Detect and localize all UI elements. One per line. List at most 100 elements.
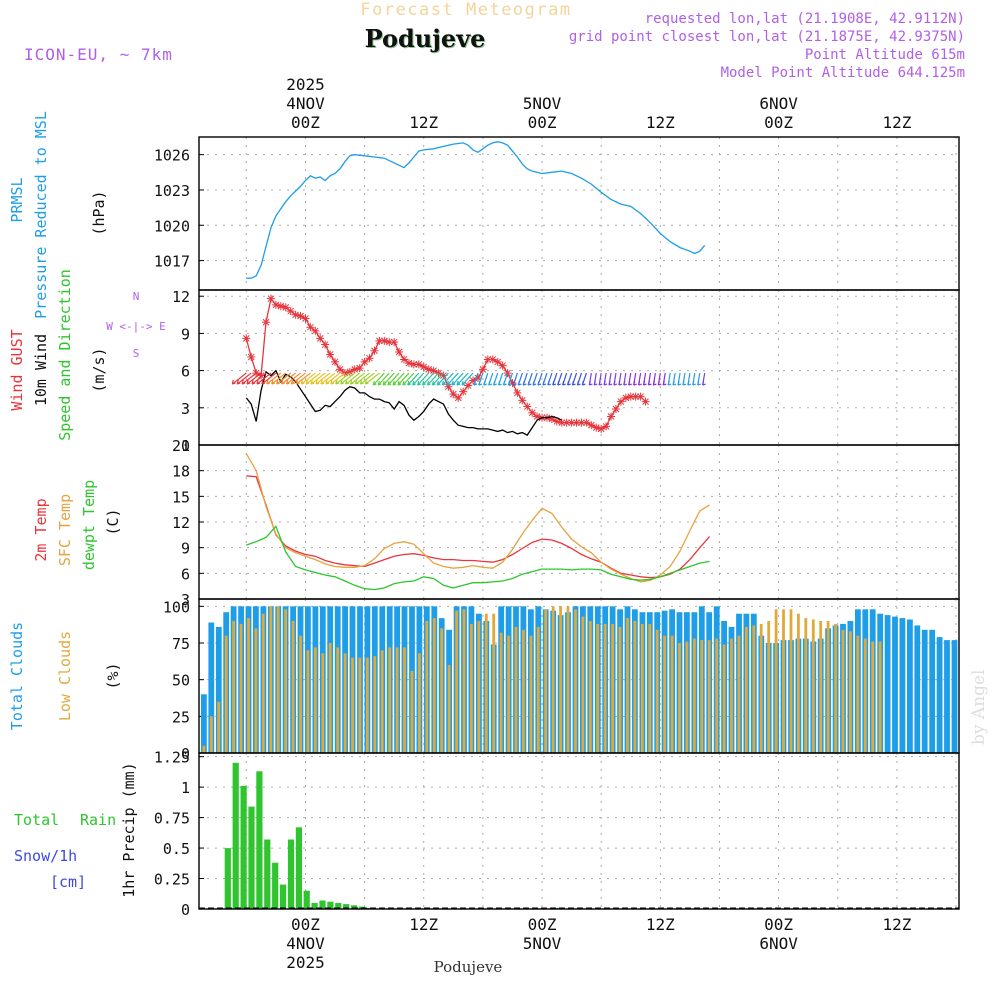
bar-low-clouds <box>871 641 875 753</box>
wind-arrow-head <box>350 379 354 385</box>
gust-marker <box>400 355 409 364</box>
bar-low-clouds <box>492 613 496 753</box>
gust-marker <box>370 346 379 355</box>
bar-low-clouds <box>209 716 213 753</box>
wind-direction-arrow <box>350 372 365 385</box>
pressure-panel: 1017 1020 1023 1026 <box>154 136 960 291</box>
wind-direction-arrow <box>276 372 292 385</box>
gust-marker <box>483 355 492 364</box>
bar-total-rain <box>303 890 310 909</box>
clouds-panel: 0 25 50 75 100 <box>163 598 960 763</box>
y-tick-label: 25 <box>172 708 190 726</box>
panels: 1017102010231026036912369121518210255075… <box>8 111 960 919</box>
gust-marker <box>621 393 630 402</box>
gust-marker <box>626 392 635 401</box>
y-tick-label: 0.5 <box>163 840 190 858</box>
bar-low-clouds <box>633 621 637 753</box>
bar-total-rain <box>295 827 302 909</box>
chart-title: Podujeve <box>365 24 486 53</box>
wind-arrow-head <box>677 380 682 386</box>
wind-direction-arrow <box>461 372 474 386</box>
gust-marker <box>533 412 542 421</box>
y-tick-label: 1017 <box>154 253 190 271</box>
bar-low-clouds <box>410 670 414 753</box>
gust-marker <box>326 350 335 359</box>
bar-low-clouds <box>752 625 756 753</box>
temp-2m-label: 2m Temp <box>32 498 50 561</box>
gust-marker <box>301 314 310 323</box>
wind-arrow-head <box>340 379 344 385</box>
wind-arrow-head <box>256 379 261 385</box>
wind-direction-arrow <box>291 372 306 385</box>
bar-low-clouds <box>358 657 362 753</box>
wind-direction-arrow <box>266 372 282 385</box>
gust-marker <box>616 397 625 406</box>
wind-arrow-head <box>397 380 402 386</box>
gust-marker <box>331 357 340 366</box>
wind-direction-arrow <box>281 372 296 385</box>
bar-low-clouds <box>373 656 377 753</box>
series-line-dewpt-temp <box>246 525 710 591</box>
gust-marker <box>365 354 374 363</box>
y-tick-label: 1020 <box>154 217 190 235</box>
wind-arrow-head <box>441 380 446 386</box>
gust-marker <box>469 376 478 385</box>
bar-low-clouds <box>782 609 785 753</box>
bar-total-rain <box>256 771 263 909</box>
snow-label: Snow/1h <box>14 847 77 865</box>
y-tick-label: 1.25 <box>154 749 190 767</box>
bar-total-clouds <box>921 629 928 753</box>
bottom-time-label: 6NOV <box>759 934 798 953</box>
gust-marker <box>577 418 586 427</box>
direction-label: Speed and Direction <box>56 269 74 441</box>
bar-low-clouds <box>418 653 421 753</box>
wind-direction-arrow <box>417 372 430 386</box>
gust-marker <box>306 323 315 332</box>
top-time-label: 00Z <box>764 113 793 132</box>
bar-low-clouds <box>603 623 607 753</box>
wind-arrow-head <box>241 379 246 385</box>
gust-marker <box>557 418 566 427</box>
bar-total-rain <box>287 839 295 909</box>
wind-direction-arrow <box>251 372 267 385</box>
bar-low-clouds <box>611 623 614 753</box>
wind-direction-arrow <box>330 372 346 385</box>
y-tick-label: 1 <box>181 779 190 797</box>
bar-low-clouds <box>484 613 488 753</box>
wind-arrow-head <box>295 379 300 385</box>
wind-arrow-head <box>417 380 421 386</box>
bar-low-clouds <box>254 628 258 753</box>
bar-low-clouds <box>470 623 473 753</box>
wind-arrow-head <box>517 380 522 386</box>
bar-low-clouds <box>849 631 852 753</box>
y-tick-label: 3 <box>181 591 190 609</box>
requested-coords: requested lon,lat (21.1908E, 42.9112N) <box>645 11 965 27</box>
y-tick-label: 3 <box>181 400 190 418</box>
bar-total-rain <box>272 862 279 909</box>
top-time-label: 2025 <box>286 75 325 94</box>
bar-low-clouds <box>834 623 837 753</box>
wind-arrow-head <box>588 380 593 386</box>
bar-low-clouds <box>596 623 600 753</box>
wind-direction-arrow <box>377 372 390 386</box>
bar-low-clouds <box>551 606 555 753</box>
wind-unit: (m/s) <box>90 347 108 392</box>
bar-low-clouds <box>804 618 808 753</box>
bar-low-clouds <box>536 626 540 753</box>
bar-total-clouds <box>892 616 898 753</box>
gust-marker <box>321 340 330 349</box>
series-line-prmsl <box>246 141 706 279</box>
bar-total-rain <box>224 848 231 909</box>
bar-total-rain <box>311 902 318 909</box>
wind-direction-arrow <box>310 372 326 385</box>
bar-low-clouds <box>462 609 466 753</box>
gust-marker <box>424 365 433 374</box>
bar-total-clouds <box>899 618 906 753</box>
gust-marker <box>395 348 404 356</box>
wind-arrow-head <box>608 380 613 386</box>
wind-arrow-head <box>522 380 527 386</box>
bar-low-clouds <box>685 641 689 753</box>
y-tick-label: 0 <box>181 745 190 763</box>
y-tick-label: 1026 <box>154 147 190 165</box>
